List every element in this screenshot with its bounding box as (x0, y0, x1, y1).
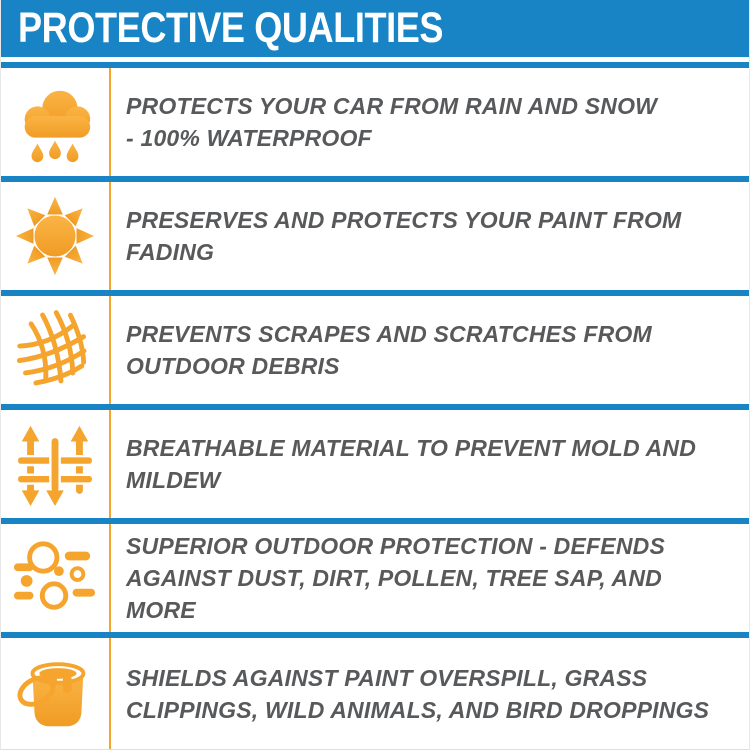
text-cell: SHIELDS AGAINST PAINT OVERSPILL, GRASS C… (111, 638, 749, 749)
text-cell: PREVENTS SCRAPES AND SCRATCHES FROM OUTD… (111, 296, 749, 404)
feature-row-shields: SHIELDS AGAINST PAINT OVERSPILL, GRASS C… (1, 632, 749, 749)
feature-row-scratches: PREVENTS SCRAPES AND SCRATCHES FROM OUTD… (1, 290, 749, 404)
header-banner: PROTECTIVE QUALITIES (1, 0, 749, 57)
text-cell: PRESERVES AND PROTECTS YOUR PAINT FROM F… (111, 182, 749, 290)
icon-cell (1, 68, 111, 176)
text-cell: PROTECTS YOUR CAR FROM RAIN AND SNOW - 1… (111, 68, 749, 176)
feature-text: PROTECTS YOUR CAR FROM RAIN AND SNOW - 1… (126, 93, 658, 151)
feature-text: SUPERIOR OUTDOOR PROTECTION - DEFENDS AG… (126, 533, 665, 623)
feature-text: BREATHABLE MATERIAL TO PREVENT MOLD AND … (126, 435, 697, 493)
sun-icon (15, 196, 95, 276)
icon-cell (1, 524, 111, 632)
feature-row-fading: PRESERVES AND PROTECTS YOUR PAINT FROM F… (1, 176, 749, 290)
feature-row-breathable: BREATHABLE MATERIAL TO PREVENT MOLD AND … (1, 404, 749, 518)
page-title: PROTECTIVE QUALITIES (18, 4, 444, 52)
rain-cloud-icon (24, 90, 91, 163)
paint-bucket-icon (17, 662, 86, 727)
feature-row-waterproof: PROTECTS YOUR CAR FROM RAIN AND SNOW - 1… (1, 62, 749, 176)
feature-text: PREVENTS SCRAPES AND SCRATCHES FROM OUTD… (126, 321, 652, 379)
icon-cell (1, 296, 111, 404)
icon-cell (1, 638, 111, 749)
text-cell: SUPERIOR OUTDOOR PROTECTION - DEFENDS AG… (111, 524, 749, 632)
header-gap (1, 57, 749, 62)
text-cell: BREATHABLE MATERIAL TO PREVENT MOLD AND … (111, 410, 749, 518)
dust-particles-icon (13, 541, 96, 610)
icon-cell (1, 410, 111, 518)
net-icon (16, 310, 87, 386)
icon-cell (1, 182, 111, 290)
feature-text: PRESERVES AND PROTECTS YOUR PAINT FROM F… (126, 207, 682, 265)
feature-text: SHIELDS AGAINST PAINT OVERSPILL, GRASS C… (126, 665, 710, 723)
feature-row-outdoor-protection: SUPERIOR OUTDOOR PROTECTION - DEFENDS AG… (1, 518, 749, 632)
breathable-material-icon (15, 425, 95, 508)
